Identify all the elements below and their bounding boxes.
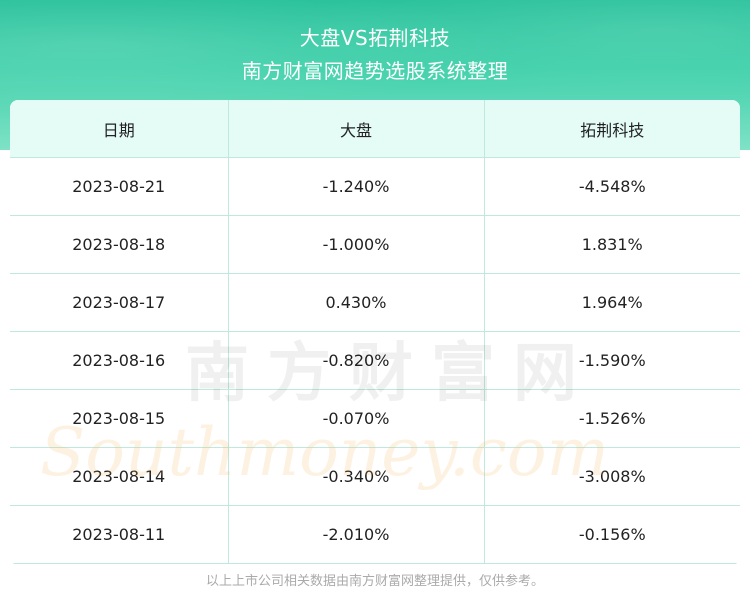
cell-date: 2023-08-11	[10, 505, 229, 564]
page-title: 大盘VS拓荆科技	[299, 26, 451, 50]
column-header-date: 日期	[10, 100, 229, 158]
table-row: 2023-08-11 -2.010% -0.156%	[10, 505, 740, 564]
footer-note: 以上上市公司相关数据由南方财富网整理提供，仅供参考。	[205, 574, 544, 589]
table-row: 2023-08-17 0.430% 1.964%	[10, 273, 740, 332]
table-row: 2023-08-18 -1.000% 1.831%	[10, 215, 740, 274]
cell-stock: 1.831%	[484, 215, 740, 274]
data-card: 日期 大盘 拓荆科技 2023-08-21 -1.240% -4.548% 20…	[10, 100, 740, 565]
cell-market: -2.010%	[228, 505, 485, 564]
cell-market: -0.070%	[228, 389, 485, 448]
table-row: 2023-08-15 -0.070% -1.526%	[10, 389, 740, 448]
cell-stock: 1.964%	[484, 273, 740, 332]
cell-stock: -4.548%	[484, 157, 740, 216]
cell-market: 0.430%	[228, 273, 485, 332]
cell-market: -1.240%	[228, 157, 485, 216]
cell-stock: -1.526%	[484, 389, 740, 448]
cell-stock: -3.008%	[484, 447, 740, 506]
table-row: 2023-08-16 -0.820% -1.590%	[10, 331, 740, 390]
cell-date: 2023-08-17	[10, 273, 229, 332]
cell-market: -0.820%	[228, 331, 485, 390]
table-row: 2023-08-21 -1.240% -4.548%	[10, 157, 740, 216]
column-header-market: 大盘	[228, 100, 485, 158]
cell-date: 2023-08-21	[10, 157, 229, 216]
cell-date: 2023-08-16	[10, 331, 229, 390]
table-header-row: 日期 大盘 拓荆科技	[10, 100, 740, 158]
page-subtitle: 南方财富网趋势选股系统整理	[241, 59, 509, 83]
cell-date: 2023-08-15	[10, 389, 229, 448]
cell-stock: -0.156%	[484, 505, 740, 564]
cell-date: 2023-08-18	[10, 215, 229, 274]
cell-stock: -1.590%	[484, 331, 740, 390]
comparison-table: 日期 大盘 拓荆科技 2023-08-21 -1.240% -4.548% 20…	[10, 100, 740, 564]
cell-market: -1.000%	[228, 215, 485, 274]
table-row: 2023-08-14 -0.340% -3.008%	[10, 447, 740, 506]
cell-date: 2023-08-14	[10, 447, 229, 506]
column-header-stock: 拓荆科技	[484, 100, 740, 158]
cell-market: -0.340%	[228, 447, 485, 506]
